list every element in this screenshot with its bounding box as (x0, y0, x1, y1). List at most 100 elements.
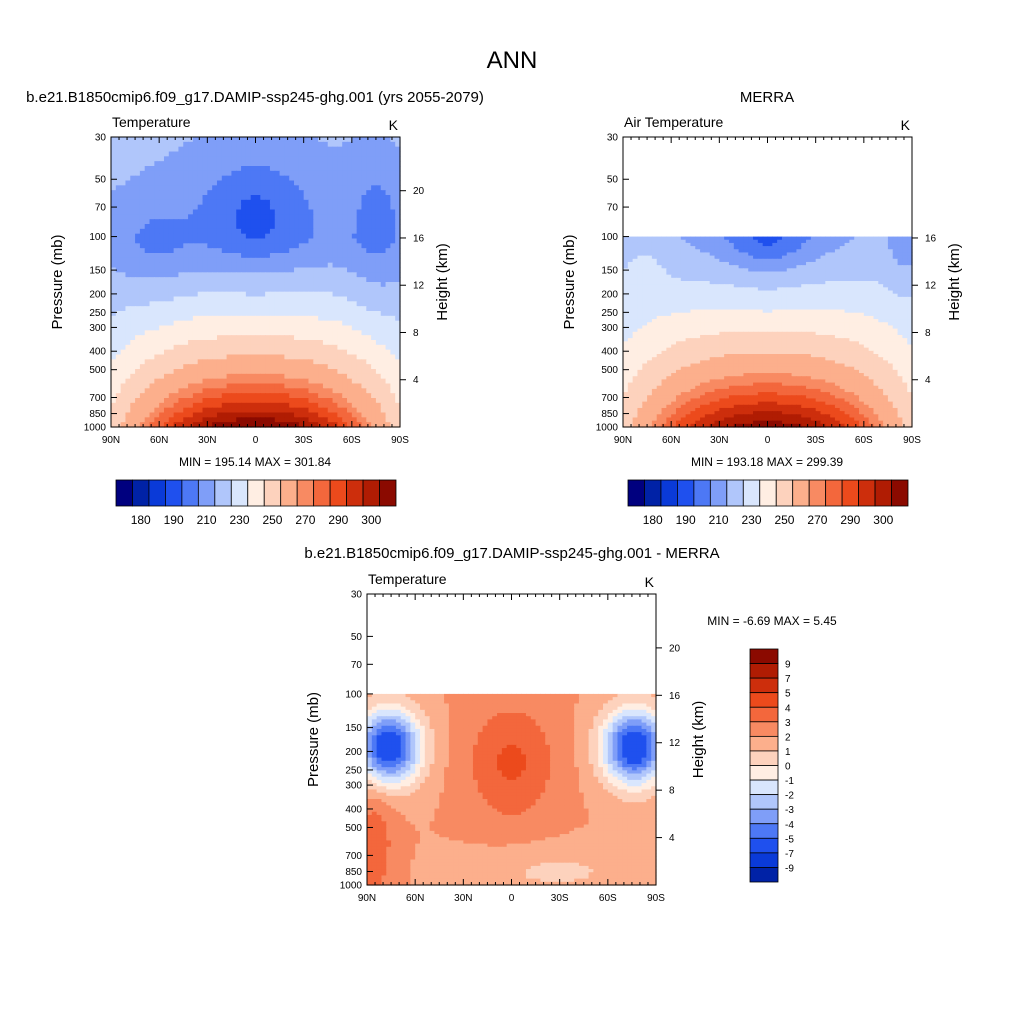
contour-cell (385, 388, 391, 394)
contour-cell (173, 393, 180, 399)
contour-cell (260, 238, 266, 244)
contour-cell (294, 398, 300, 404)
contour-cell (135, 233, 141, 240)
contour-cell (111, 422, 117, 428)
contour-cell (279, 306, 285, 312)
contour-cell (327, 373, 334, 380)
contour-cell (757, 287, 764, 292)
contour-cell (313, 156, 319, 162)
contour-cell (269, 315, 276, 322)
contour-cell (313, 224, 319, 230)
contour-cell (830, 281, 836, 285)
contour-cell (197, 156, 204, 162)
contour-cell (371, 373, 377, 380)
contour-cell (801, 261, 807, 266)
contour-cell (332, 156, 338, 162)
contour-cell (159, 267, 165, 273)
contour-cell (265, 224, 271, 230)
contour-cell (385, 291, 391, 298)
contour-cell (294, 320, 300, 327)
contour-cell (236, 398, 242, 404)
contour-cell (279, 219, 285, 225)
contour-cell (786, 265, 793, 269)
contour-cell (298, 141, 305, 148)
contour-cell (623, 293, 629, 298)
contour-cell (762, 274, 769, 279)
contour-cell (318, 180, 324, 186)
contour-cell (202, 175, 208, 182)
contour-cell (284, 141, 290, 148)
contour-cell (820, 277, 826, 282)
contour-cell (839, 242, 846, 247)
contour-cell (767, 274, 773, 279)
contour-cell (762, 287, 769, 292)
contour-cell (212, 282, 218, 288)
contour-cell (111, 141, 117, 148)
contour-cell (294, 417, 300, 423)
contour-cell (342, 272, 348, 278)
contour-cell (322, 151, 329, 157)
contour-cell (303, 156, 310, 162)
contour-cell (294, 373, 300, 380)
contour-cell (322, 228, 329, 235)
contour-cell (245, 204, 252, 211)
contour-cell (332, 296, 338, 302)
contour-cell (892, 274, 899, 279)
contour-cell (380, 267, 387, 273)
contour-cell (897, 274, 903, 279)
contour-cell (883, 296, 889, 301)
contour-cell (178, 398, 184, 404)
contour-cell (366, 412, 372, 418)
contour-cell (830, 296, 836, 301)
contour-cell (361, 311, 367, 317)
contour-cell (226, 156, 233, 162)
contour-cell (120, 383, 127, 389)
contour-cell (623, 290, 629, 295)
contour-cell (753, 249, 759, 254)
contour-cell (115, 204, 122, 211)
contour-cell (255, 277, 261, 283)
contour-cell (371, 412, 377, 418)
contour-cell (216, 219, 223, 225)
contour-cell (318, 209, 324, 215)
contour-cell (183, 204, 189, 211)
colorbar-label: 230 (230, 513, 250, 527)
contour-cell (796, 246, 802, 250)
contour-cell (202, 185, 208, 191)
contour-cell (202, 238, 208, 244)
contour-cell (806, 258, 812, 263)
contour-cell (748, 271, 754, 276)
contour-cell (675, 255, 682, 260)
contour-cell (284, 311, 290, 317)
contour-cell (111, 325, 117, 331)
contour-cell (849, 296, 855, 301)
contour-cell (168, 354, 175, 360)
contour-cell (260, 407, 266, 414)
contour-cell (361, 180, 367, 186)
contour-cell (313, 199, 319, 206)
contour-cell (260, 359, 266, 365)
contour-cell (207, 296, 213, 302)
contour-cell (728, 265, 735, 269)
contour-cell (347, 267, 353, 273)
contour-cell (351, 320, 358, 327)
contour-cell (274, 422, 281, 428)
contour-cell (168, 315, 175, 322)
contour-cell (265, 364, 271, 370)
contour-cell (260, 383, 266, 389)
contour-cell (897, 258, 903, 263)
contour-cell (308, 190, 314, 196)
contour-cell (767, 265, 773, 269)
contour-cell (163, 364, 170, 370)
contour-cell (839, 268, 846, 273)
contour-cell (111, 272, 117, 278)
contour-cell (308, 224, 314, 230)
contour-cell (303, 209, 310, 215)
contour-cell (111, 330, 117, 336)
contour-cell (269, 253, 276, 259)
contour-cell (878, 274, 884, 279)
panel-header: b.e21.B1850cmip6.f09_g17.DAMIP-ssp245-gh… (26, 89, 484, 106)
contour-cell (163, 195, 170, 201)
contour-cell (719, 249, 725, 254)
contour-cell (260, 417, 266, 423)
